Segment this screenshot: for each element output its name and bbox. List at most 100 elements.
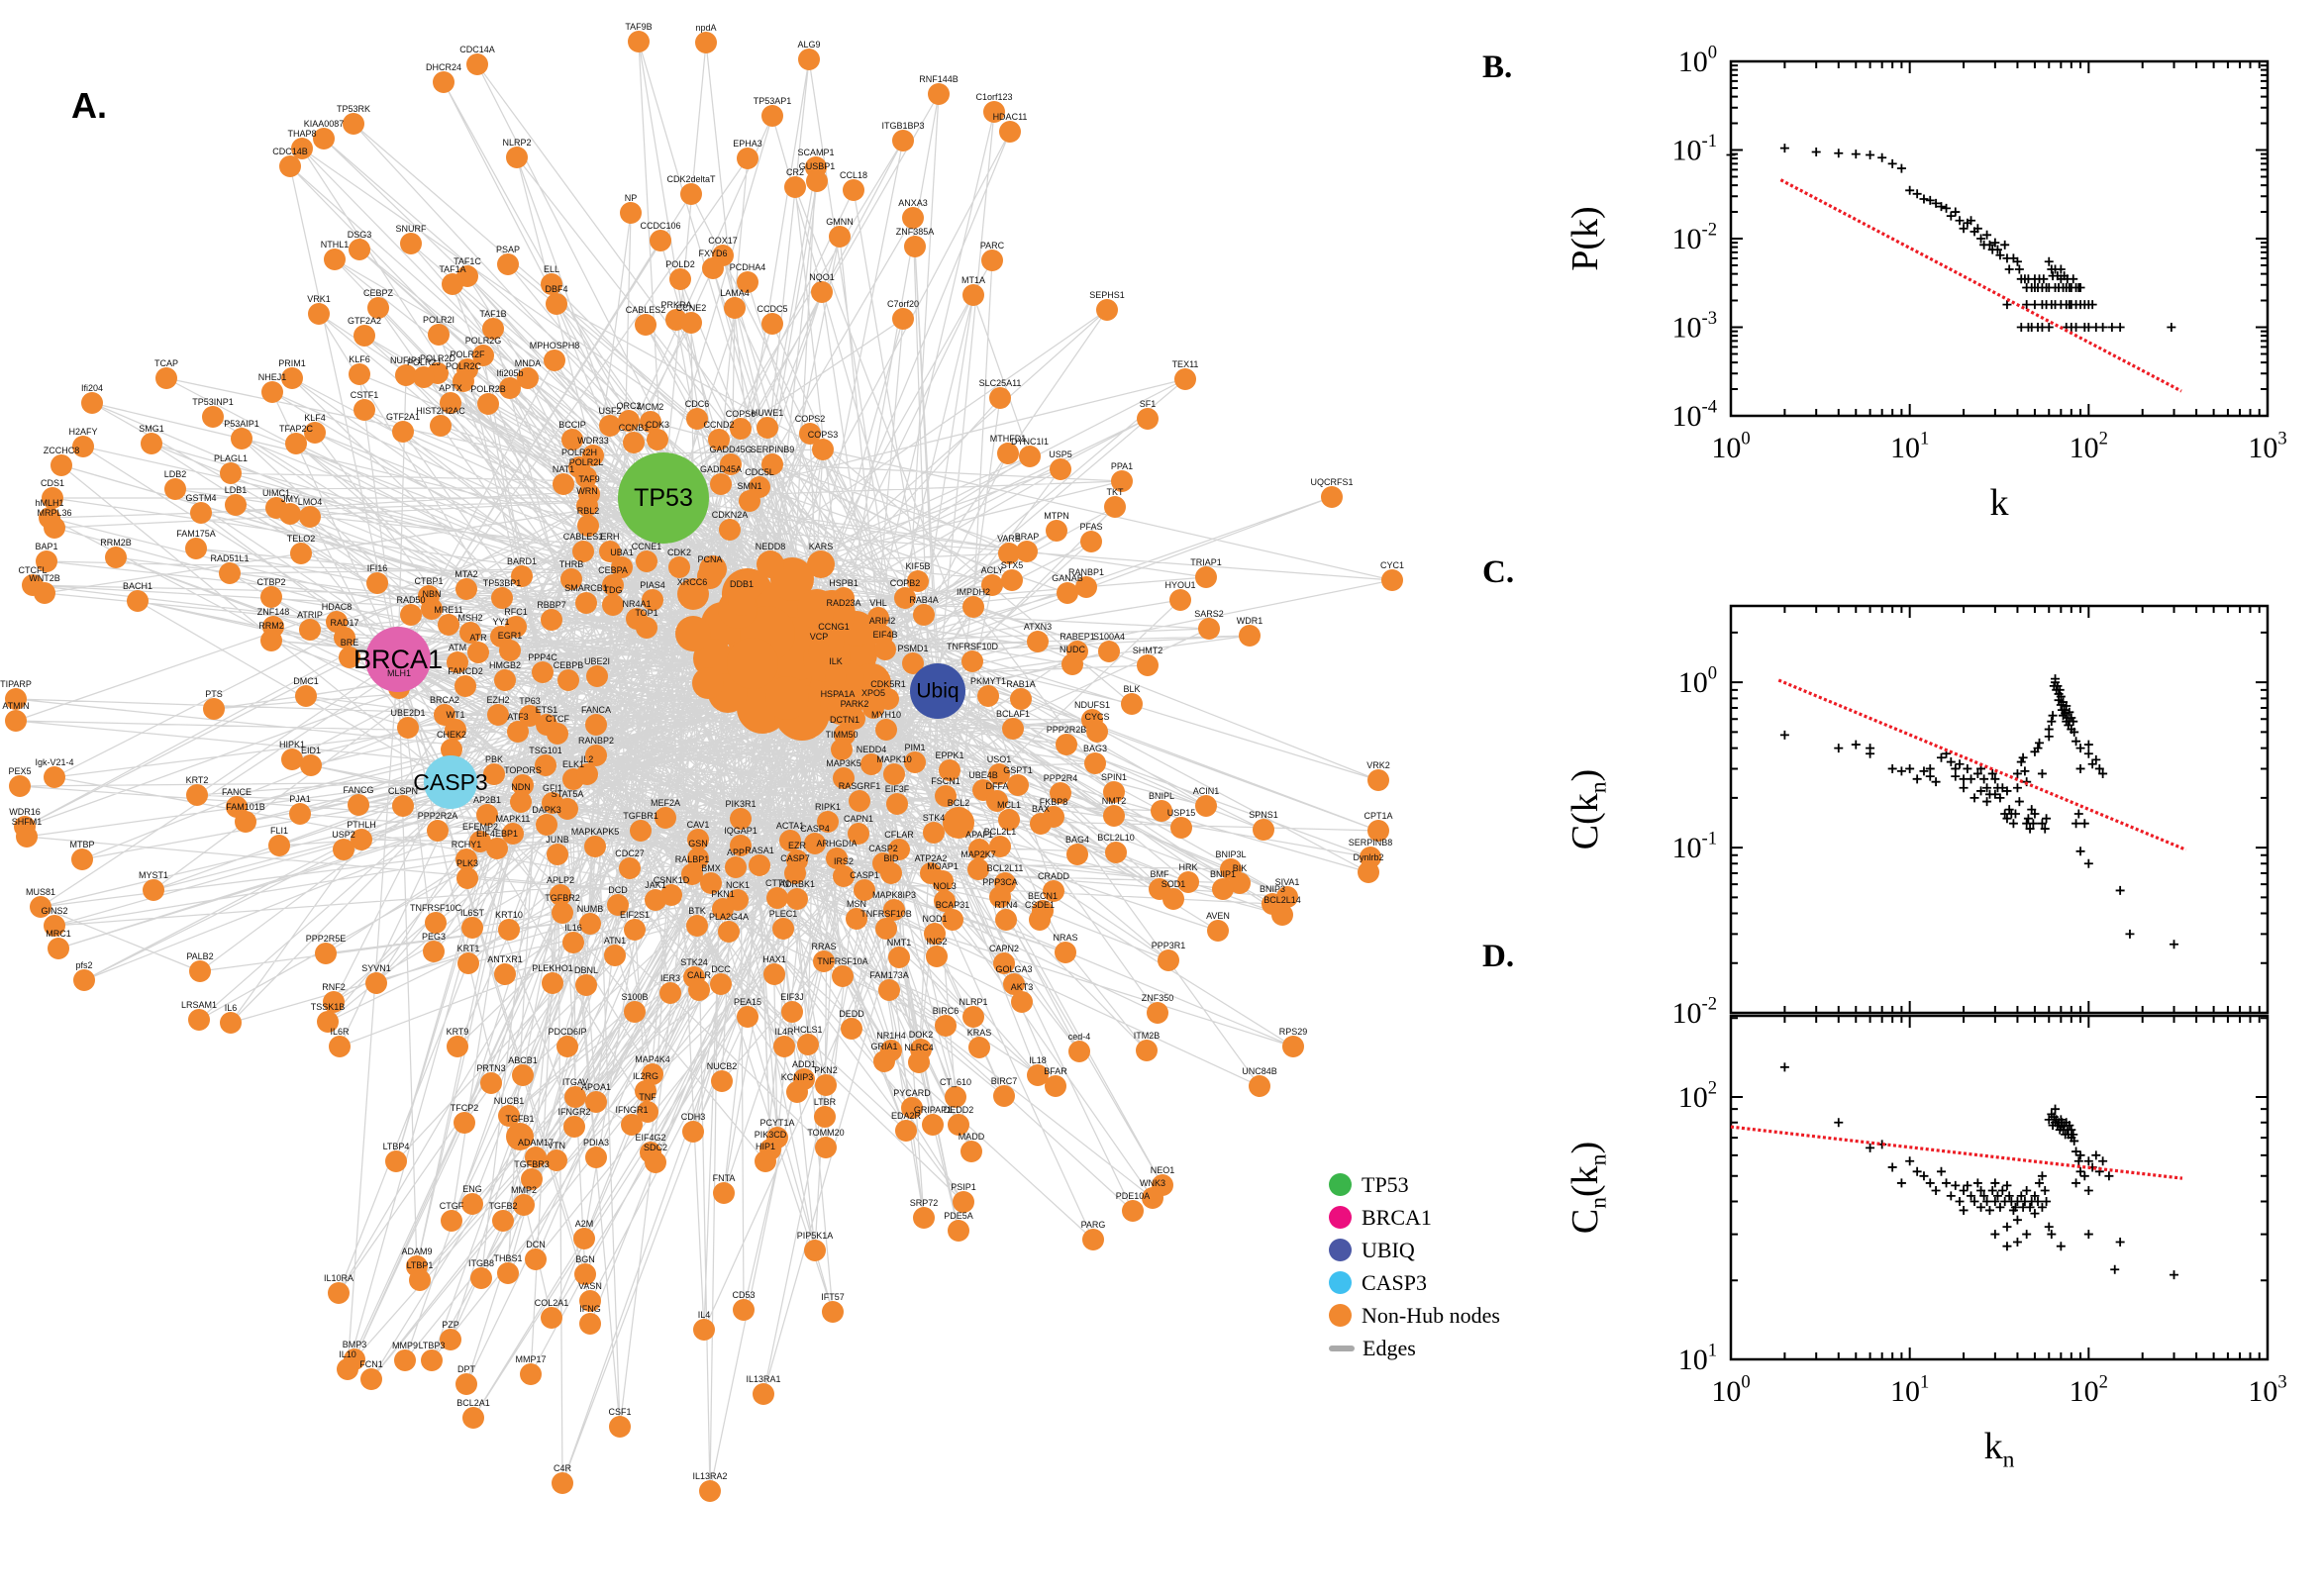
- fit-line: [1779, 178, 2182, 393]
- non-hub-node: [577, 515, 599, 537]
- non-hub-node: [1282, 1036, 1304, 1057]
- node-label: ZNF385A: [896, 227, 935, 237]
- node-label: CABLES2: [626, 305, 666, 315]
- node-label: PSMD1: [897, 644, 928, 653]
- node-label: GOLGA3: [995, 964, 1032, 974]
- node-label: TDG: [604, 585, 623, 595]
- node-label: ATMIN: [2, 701, 29, 711]
- non-hub-node: [1253, 819, 1274, 841]
- non-hub-node: [1142, 1187, 1163, 1209]
- non-hub-node: [844, 708, 865, 730]
- non-hub-node: [1007, 774, 1029, 796]
- non-hub-node: [392, 421, 414, 443]
- node-label: CT_610: [940, 1077, 971, 1087]
- fit-line: [1730, 1125, 2183, 1180]
- non-hub-node: [447, 651, 468, 673]
- hub-node-casp3: [424, 755, 477, 809]
- non-hub-node: [725, 856, 747, 878]
- non-hub-node: [1003, 973, 1025, 995]
- non-hub-node: [185, 538, 207, 559]
- node-label: ADRBK1: [779, 879, 815, 889]
- non-hub-node: [494, 669, 516, 691]
- non-hub-node: [506, 147, 528, 168]
- non-hub-node: [492, 1210, 514, 1232]
- node-label: FANCE: [222, 787, 252, 797]
- node-label: ITGAV: [562, 1077, 588, 1087]
- node-label: TGFB2: [488, 1201, 517, 1211]
- non-hub-node: [231, 428, 252, 449]
- node-label: GADD45G: [709, 445, 752, 454]
- node-label: UIMC1: [262, 488, 290, 498]
- non-hub-node: [354, 325, 375, 347]
- node-label: IMPDH2: [957, 587, 990, 597]
- non-hub-node: [520, 1363, 542, 1385]
- node-label: MTA2: [454, 569, 477, 579]
- node-label: KRT2: [186, 775, 209, 785]
- non-hub-node: [1055, 942, 1076, 963]
- non-hub-node: [755, 1150, 776, 1172]
- node-label: CD53: [732, 1290, 755, 1300]
- non-hub-node: [953, 1191, 974, 1213]
- node-label: RALBP1: [675, 854, 710, 864]
- non-hub-node: [1050, 458, 1071, 480]
- node-label: VRK2: [1366, 760, 1390, 770]
- node-label: UBE2D1: [390, 708, 425, 718]
- non-hub-node: [480, 1072, 502, 1094]
- node-label: NUMB: [577, 904, 604, 914]
- non-hub-node: [1027, 631, 1049, 652]
- non-hub-node: [737, 271, 758, 293]
- non-hub-node: [761, 313, 783, 335]
- y-axis-label: C(kn): [1565, 769, 1611, 849]
- non-hub-node: [281, 367, 303, 389]
- node-label: MOAP1: [927, 861, 959, 871]
- node-label: C7orf20: [887, 299, 919, 309]
- non-hub-node: [948, 1220, 969, 1242]
- non-hub-node: [1177, 871, 1199, 893]
- node-label: NLRC4: [904, 1043, 934, 1052]
- node-label: EDA2R: [891, 1111, 922, 1121]
- node-label: POLR2C: [446, 361, 482, 371]
- non-hub-node: [1011, 991, 1033, 1013]
- node-label: PDCD6IP: [548, 1027, 586, 1037]
- non-hub-node: [1121, 693, 1143, 715]
- node-label: LAMA4: [720, 288, 750, 298]
- node-label: COPB2: [890, 578, 921, 588]
- non-hub-node: [557, 669, 579, 691]
- non-hub-node: [1170, 817, 1192, 839]
- non-hub-node: [546, 293, 567, 315]
- node-label: GTF2A2: [348, 316, 381, 326]
- node-label: FAM101B: [226, 802, 265, 812]
- non-hub-node: [686, 408, 708, 430]
- node-label: TAF9B: [625, 22, 652, 32]
- non-hub-node: [902, 207, 924, 229]
- node-label: PLEC1: [769, 909, 798, 919]
- non-hub-node: [513, 1194, 535, 1216]
- node-label: SHFM1: [12, 817, 43, 827]
- non-hub-node: [442, 273, 463, 295]
- non-hub-node: [1151, 800, 1172, 822]
- non-hub-node: [1249, 1075, 1270, 1097]
- non-hub-node: [697, 563, 723, 589]
- node-label: CSF1: [608, 1407, 631, 1417]
- non-hub-node: [702, 257, 724, 279]
- node-label: CCDC106: [640, 221, 680, 231]
- node-label: IFNGR1: [615, 1105, 648, 1115]
- node-label: THRB: [559, 559, 584, 569]
- node-label: PPP3CA: [982, 877, 1018, 887]
- node-label: TAF9: [578, 474, 599, 484]
- node-label: BMP3: [343, 1340, 367, 1349]
- node-label: XRCC6: [677, 577, 708, 587]
- non-hub-node: [81, 392, 103, 414]
- node-label: ALG9: [797, 40, 820, 50]
- axis-ticks: [1730, 606, 2269, 1014]
- tick-label: 101: [1890, 429, 1929, 465]
- non-hub-node: [462, 1407, 484, 1429]
- node-label: RNF144B: [919, 74, 959, 84]
- node-label: CHEK2: [437, 730, 466, 740]
- non-hub-node: [556, 1036, 578, 1057]
- node-label: SIVA1: [1275, 877, 1300, 887]
- node-label: EIF3F: [885, 784, 910, 794]
- node-label: ARIH2: [869, 616, 896, 626]
- non-hub-node: [904, 236, 926, 257]
- node-label: NRAS: [1053, 933, 1077, 943]
